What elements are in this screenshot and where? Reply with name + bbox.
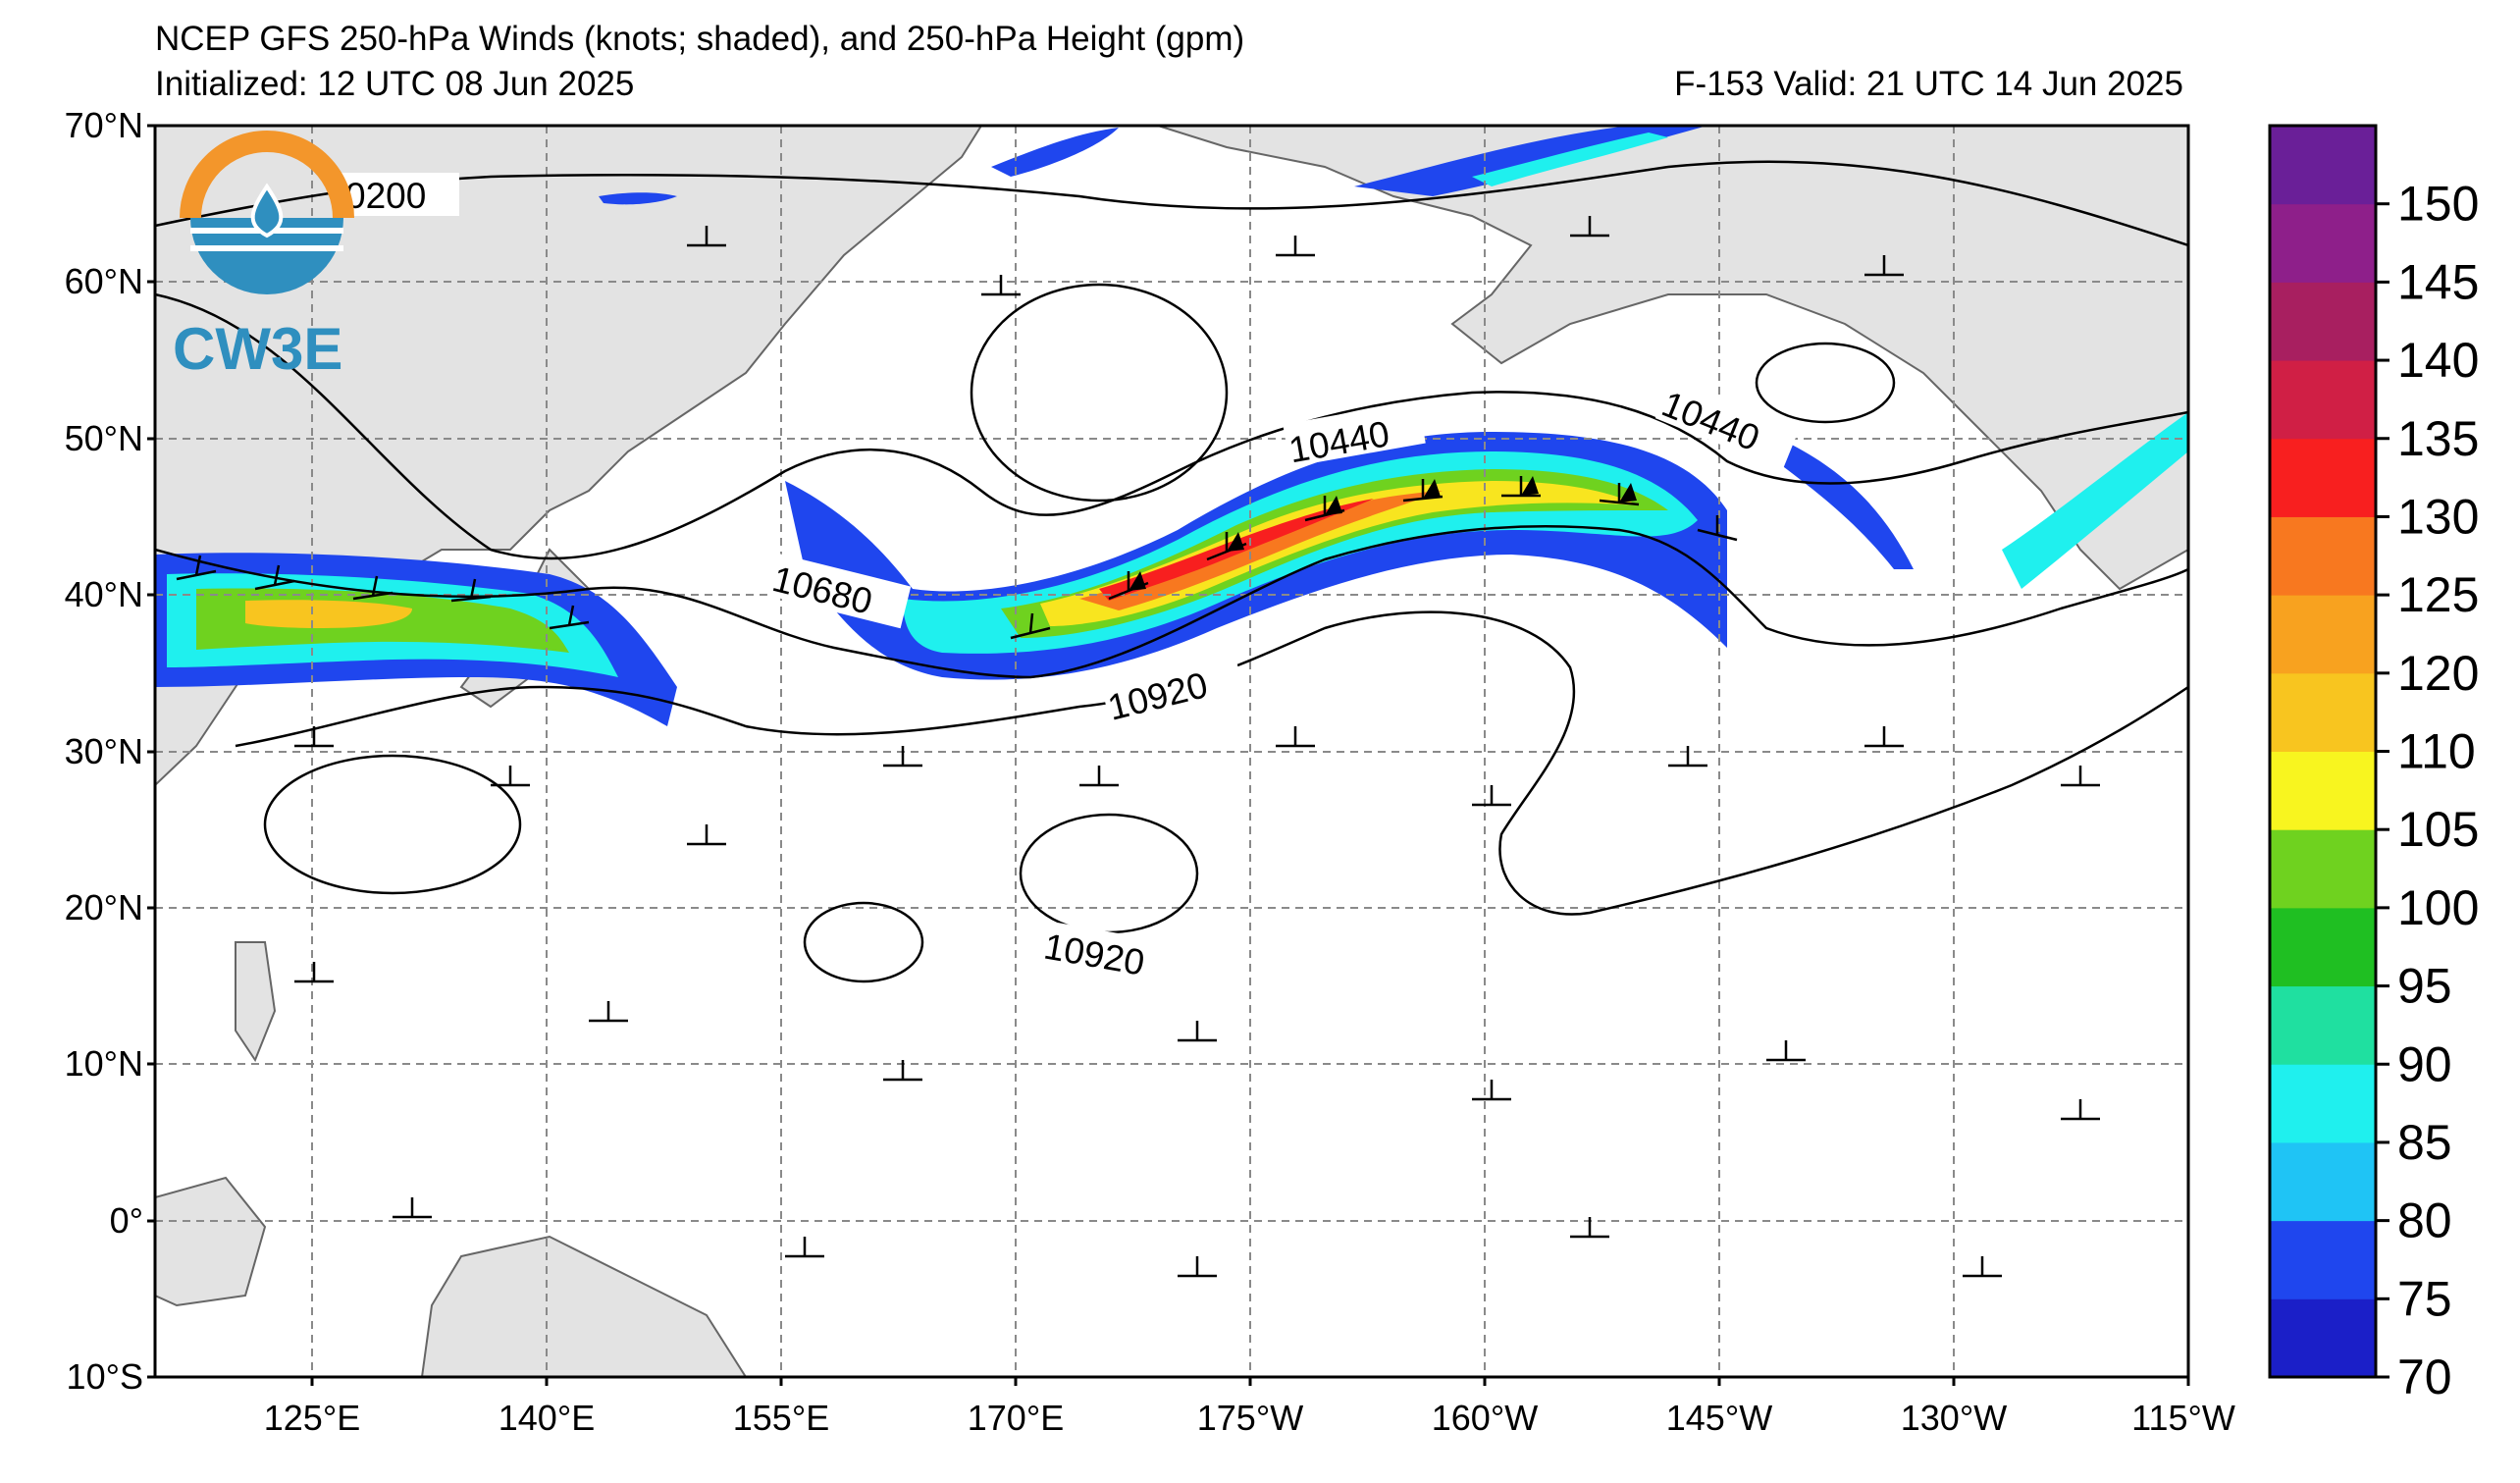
colorbar-segment xyxy=(2270,360,2376,440)
contour-10440-a xyxy=(155,292,2188,560)
colorbar-tick-label: 105 xyxy=(2397,802,2479,857)
contour-10920-d xyxy=(263,754,522,895)
lon-tick: 160°W xyxy=(1432,1398,1538,1438)
lon-tick: 125°E xyxy=(264,1398,360,1438)
land-newguinea xyxy=(420,1235,748,1377)
contour-10680 xyxy=(155,525,2188,679)
colorbar-segment xyxy=(2270,126,2376,205)
colorbar-tick-label: 70 xyxy=(2397,1350,2452,1404)
colorbar-segment xyxy=(2270,1141,2376,1222)
height-contours xyxy=(155,160,2188,983)
lat-tick: 10°N xyxy=(65,1043,143,1084)
colorbar-segment xyxy=(2270,751,2376,830)
wind-shading xyxy=(155,126,2188,726)
lat-lon-grid xyxy=(155,126,2188,1377)
lat-axis: 70°N 60°N 50°N 40°N 30°N 20°N 10°N 0° 10… xyxy=(65,105,143,1397)
lon-tick: 145°W xyxy=(1666,1398,1772,1438)
init-time: Initialized: 12 UTC 08 Jun 2025 xyxy=(155,65,635,103)
jet-nw-blob xyxy=(991,128,1119,177)
colorbar-segment xyxy=(2270,595,2376,674)
colorbar-segment xyxy=(2270,829,2376,909)
lon-tick: 140°E xyxy=(499,1398,595,1438)
logo-text: CW3E xyxy=(173,316,342,382)
jet-east-band-2 xyxy=(2002,412,2188,589)
lon-tick: 155°E xyxy=(733,1398,829,1438)
colorbar-tick-label: 110 xyxy=(2397,724,2476,779)
colorbar-segment xyxy=(2270,1064,2376,1143)
lon-tick: 175°W xyxy=(1197,1398,1303,1438)
lat-tick: 40°N xyxy=(65,574,143,614)
colorbar-tick-label: 140 xyxy=(2397,333,2479,388)
land-borneo xyxy=(155,1176,267,1307)
colorbar-segment xyxy=(2270,282,2376,361)
contour-low-bering xyxy=(970,283,1229,503)
colorbar-segment xyxy=(2270,1220,2376,1299)
jet-small-blob xyxy=(599,192,677,205)
lat-tick: 70°N xyxy=(65,105,143,145)
cw3e-logo: CW3E xyxy=(173,131,354,382)
colorbar-segment xyxy=(2270,907,2376,987)
colorbar-tick-label: 75 xyxy=(2397,1271,2452,1326)
land-alaska xyxy=(1157,126,2188,591)
lat-tick: 30°N xyxy=(65,731,143,771)
colorbar-tick-label: 120 xyxy=(2397,646,2479,701)
colorbar-tick-label: 95 xyxy=(2397,959,2452,1014)
colorbar-tick-label: 145 xyxy=(2397,254,2479,309)
jet-central-yellow xyxy=(1040,481,1639,626)
lon-tick-marks xyxy=(310,1377,2190,1386)
lon-tick: 170°E xyxy=(968,1398,1064,1438)
colorbar-segment xyxy=(2270,1298,2376,1378)
lat-tick: 50°N xyxy=(65,418,143,458)
colorbar-tick-label: 100 xyxy=(2397,880,2479,935)
colorbar-tick-label: 90 xyxy=(2397,1036,2452,1091)
contour-10920-a xyxy=(235,610,2188,916)
lat-tick: 0° xyxy=(110,1200,143,1241)
valid-time: F-153 Valid: 21 UTC 14 Jun 2025 xyxy=(1674,65,2183,103)
jet-west-max xyxy=(245,600,412,628)
lat-tick: 10°S xyxy=(67,1356,143,1397)
colorbar-segment xyxy=(2270,516,2376,596)
colorbar-segment xyxy=(2270,672,2376,752)
colorbar-tick-label: 150 xyxy=(2397,177,2479,232)
colorbar-tick-label: 135 xyxy=(2397,411,2479,466)
lat-tick: 60°N xyxy=(65,261,143,301)
colorbar-segment xyxy=(2270,985,2376,1065)
contour-label-0200: 0200 xyxy=(345,176,426,216)
contour-10920-c xyxy=(803,901,924,983)
colorbar-tick-label: 80 xyxy=(2397,1193,2452,1248)
colorbar-segment xyxy=(2270,438,2376,517)
wind-barbs xyxy=(176,216,2100,1278)
lat-tick: 20°N xyxy=(65,887,143,927)
colorbar-tick-label: 125 xyxy=(2397,567,2479,622)
colorbar xyxy=(2270,126,2376,1378)
lon-tick: 115°W xyxy=(2131,1398,2235,1438)
colorbar-ticks: 70 75 80 85 90 95 100 105 110 120 125 130 135 140 145 1… xyxy=(2376,177,2479,1404)
colorbar-tick-label: 130 xyxy=(2397,489,2479,544)
jet-central-orange xyxy=(1079,491,1443,610)
lat-tick-marks xyxy=(147,124,155,1379)
water-drop-icon xyxy=(250,183,284,238)
lon-tick: 130°W xyxy=(1901,1398,2007,1438)
contour-low-alaska xyxy=(1755,342,1896,424)
colorbar-tick-label: 85 xyxy=(2397,1115,2452,1170)
land-philippines xyxy=(235,941,277,1063)
lon-axis: 125°E 140°E 155°E 170°E 175°W 160°W 145°… xyxy=(264,1398,2235,1438)
jet-north-cyan xyxy=(1472,132,1668,186)
jet-east-band xyxy=(1776,442,1914,569)
wind-flags xyxy=(1129,476,1637,591)
colorbar-segment xyxy=(2270,203,2376,283)
map-title: NCEP GFS 250-hPa Winds (knots; shaded), … xyxy=(155,20,1245,58)
